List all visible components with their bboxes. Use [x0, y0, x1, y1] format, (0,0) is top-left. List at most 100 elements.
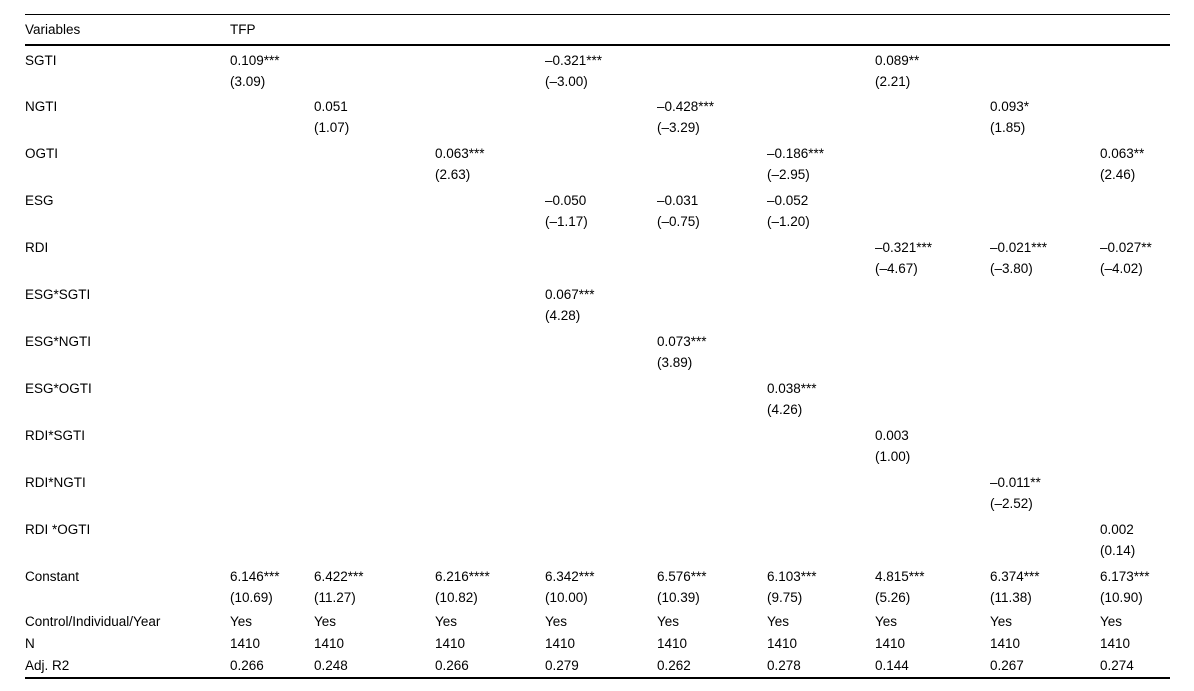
- t-statistic: (–4.02): [1100, 260, 1143, 276]
- table-row: Adj. R2 0.266 0.248 0.266 0.279 0.262 0.278 0.1…: [25, 655, 1170, 678]
- t-statistic: (10.00): [545, 589, 588, 605]
- t-statistic: (3.09): [230, 73, 266, 89]
- coefficient-cell: [1100, 280, 1170, 327]
- coefficient-cell: [435, 515, 545, 562]
- table-row: N 1410 1410 1410 1410 1410 1410 1410 1410 1410: [25, 633, 1170, 655]
- coefficient-cell: [875, 515, 990, 562]
- coefficient-cell: –0.321*** (–4.67): [875, 233, 990, 280]
- t-statistic: (2.63): [435, 166, 471, 182]
- coefficient-cell: –0.186*** (–2.95): [767, 139, 875, 186]
- t-statistic: (10.82): [435, 589, 478, 605]
- coefficient-cell: [657, 374, 767, 421]
- coefficient-cell: 6.342*** (10.00): [545, 562, 657, 609]
- coefficient-cell: [435, 92, 545, 139]
- coefficient-cell: [875, 468, 990, 515]
- coefficient-cell: [435, 468, 545, 515]
- coefficient-cell: [1100, 45, 1170, 92]
- table-row: OGTI 0.063*** (2.63) –0.186*** (–2.95) 0.063*…: [25, 139, 1170, 186]
- coefficient-cell: [657, 45, 767, 92]
- coefficient-value: 6.576***: [657, 568, 707, 584]
- coefficient-cell: [767, 92, 875, 139]
- coefficient-value: 0.089**: [875, 52, 920, 68]
- coefficient-value: 0.073***: [657, 333, 707, 349]
- info-cell: 0.144: [875, 657, 909, 673]
- table-row: RDI*NGTI –0.011** (–2.52): [25, 468, 1170, 515]
- coefficient-cell: [767, 45, 875, 92]
- t-statistic: (0.14): [1100, 542, 1136, 558]
- coefficient-cell: [545, 515, 657, 562]
- coefficient-cell: 0.038*** (4.26): [767, 374, 875, 421]
- coefficient-cell: [545, 139, 657, 186]
- variable-label: ESG*NGTI: [25, 333, 92, 349]
- coefficient-cell: [767, 468, 875, 515]
- coefficient-cell: [875, 280, 990, 327]
- coefficient-value: 0.038***: [767, 380, 817, 396]
- info-cell: 1410: [875, 635, 906, 651]
- info-label: N: [25, 635, 35, 651]
- table-header: Variables TFP: [25, 15, 1171, 45]
- coefficient-value: –0.031: [657, 192, 699, 208]
- coefficient-value: 0.051: [314, 98, 348, 114]
- info-label: Adj. R2: [25, 657, 70, 673]
- coefficient-value: 0.002: [1100, 521, 1134, 537]
- coefficient-cell: [435, 280, 545, 327]
- coefficient-cell: [1100, 468, 1170, 515]
- table-row: Constant 6.146*** (10.69) 6.422*** (11.27) 6.…: [25, 562, 1170, 609]
- table-row: ESG*NGTI 0.073*** (3.89): [25, 327, 1170, 374]
- variable-label: OGTI: [25, 145, 58, 161]
- t-statistic: (9.75): [767, 589, 803, 605]
- info-cell: 0.266: [435, 657, 469, 673]
- coefficient-cell: [657, 468, 767, 515]
- coefficient-cell: [545, 327, 657, 374]
- t-statistic: (–0.75): [657, 213, 700, 229]
- t-statistic: (10.69): [230, 589, 273, 605]
- coefficient-cell: 6.374*** (11.38): [990, 562, 1100, 609]
- t-statistic: (10.90): [1100, 589, 1143, 605]
- t-statistic: (–3.80): [990, 260, 1033, 276]
- coefficient-cell: [990, 327, 1100, 374]
- coefficient-value: –0.021***: [990, 239, 1048, 255]
- coefficient-cell: [657, 421, 767, 468]
- coefficient-cell: [875, 374, 990, 421]
- coefficient-value: 6.342***: [545, 568, 595, 584]
- variable-label: ESG: [25, 192, 54, 208]
- t-statistic: (1.07): [314, 119, 350, 135]
- coefficient-cell: [657, 139, 767, 186]
- t-statistic: (2.21): [875, 73, 911, 89]
- coefficient-cell: 0.073*** (3.89): [657, 327, 767, 374]
- variable-label: ESG*OGTI: [25, 380, 92, 396]
- info-cell: Yes: [767, 613, 790, 629]
- coefficient-cell: [767, 515, 875, 562]
- coefficient-value: –0.052: [767, 192, 809, 208]
- t-statistic: (2.46): [1100, 166, 1136, 182]
- coefficient-cell: [314, 139, 435, 186]
- variable-label: RDI*SGTI: [25, 427, 86, 443]
- t-statistic: (–1.20): [767, 213, 810, 229]
- coefficient-cell: [314, 45, 435, 92]
- coefficient-cell: [435, 421, 545, 468]
- coefficient-cell: –0.011** (–2.52): [990, 468, 1100, 515]
- coefficient-cell: [1100, 421, 1170, 468]
- coefficient-cell: [545, 92, 657, 139]
- info-cell: 0.279: [545, 657, 579, 673]
- info-cell: 0.248: [314, 657, 348, 673]
- info-cell: Yes: [435, 613, 458, 629]
- coefficient-value: –0.011**: [990, 474, 1041, 490]
- coefficient-cell: [230, 421, 314, 468]
- info-cell: 1410: [990, 635, 1021, 651]
- variable-label: SGTI: [25, 52, 57, 68]
- info-cell: 0.266: [230, 657, 264, 673]
- coefficient-cell: 0.089** (2.21): [875, 45, 990, 92]
- coefficient-cell: [230, 186, 314, 233]
- coefficient-cell: [230, 92, 314, 139]
- coefficient-cell: [435, 327, 545, 374]
- t-statistic: (1.00): [875, 448, 911, 464]
- t-statistic: (1.85): [990, 119, 1026, 135]
- coefficient-cell: [990, 186, 1100, 233]
- t-statistic: (11.27): [314, 589, 356, 605]
- coefficient-cell: 4.815*** (5.26): [875, 562, 990, 609]
- coefficient-cell: [990, 374, 1100, 421]
- table-row: NGTI 0.051 (1.07) –0.428*** (–3.29) 0.093* (1.…: [25, 92, 1170, 139]
- coefficient-cell: [767, 280, 875, 327]
- t-statistic: (–2.95): [767, 166, 810, 182]
